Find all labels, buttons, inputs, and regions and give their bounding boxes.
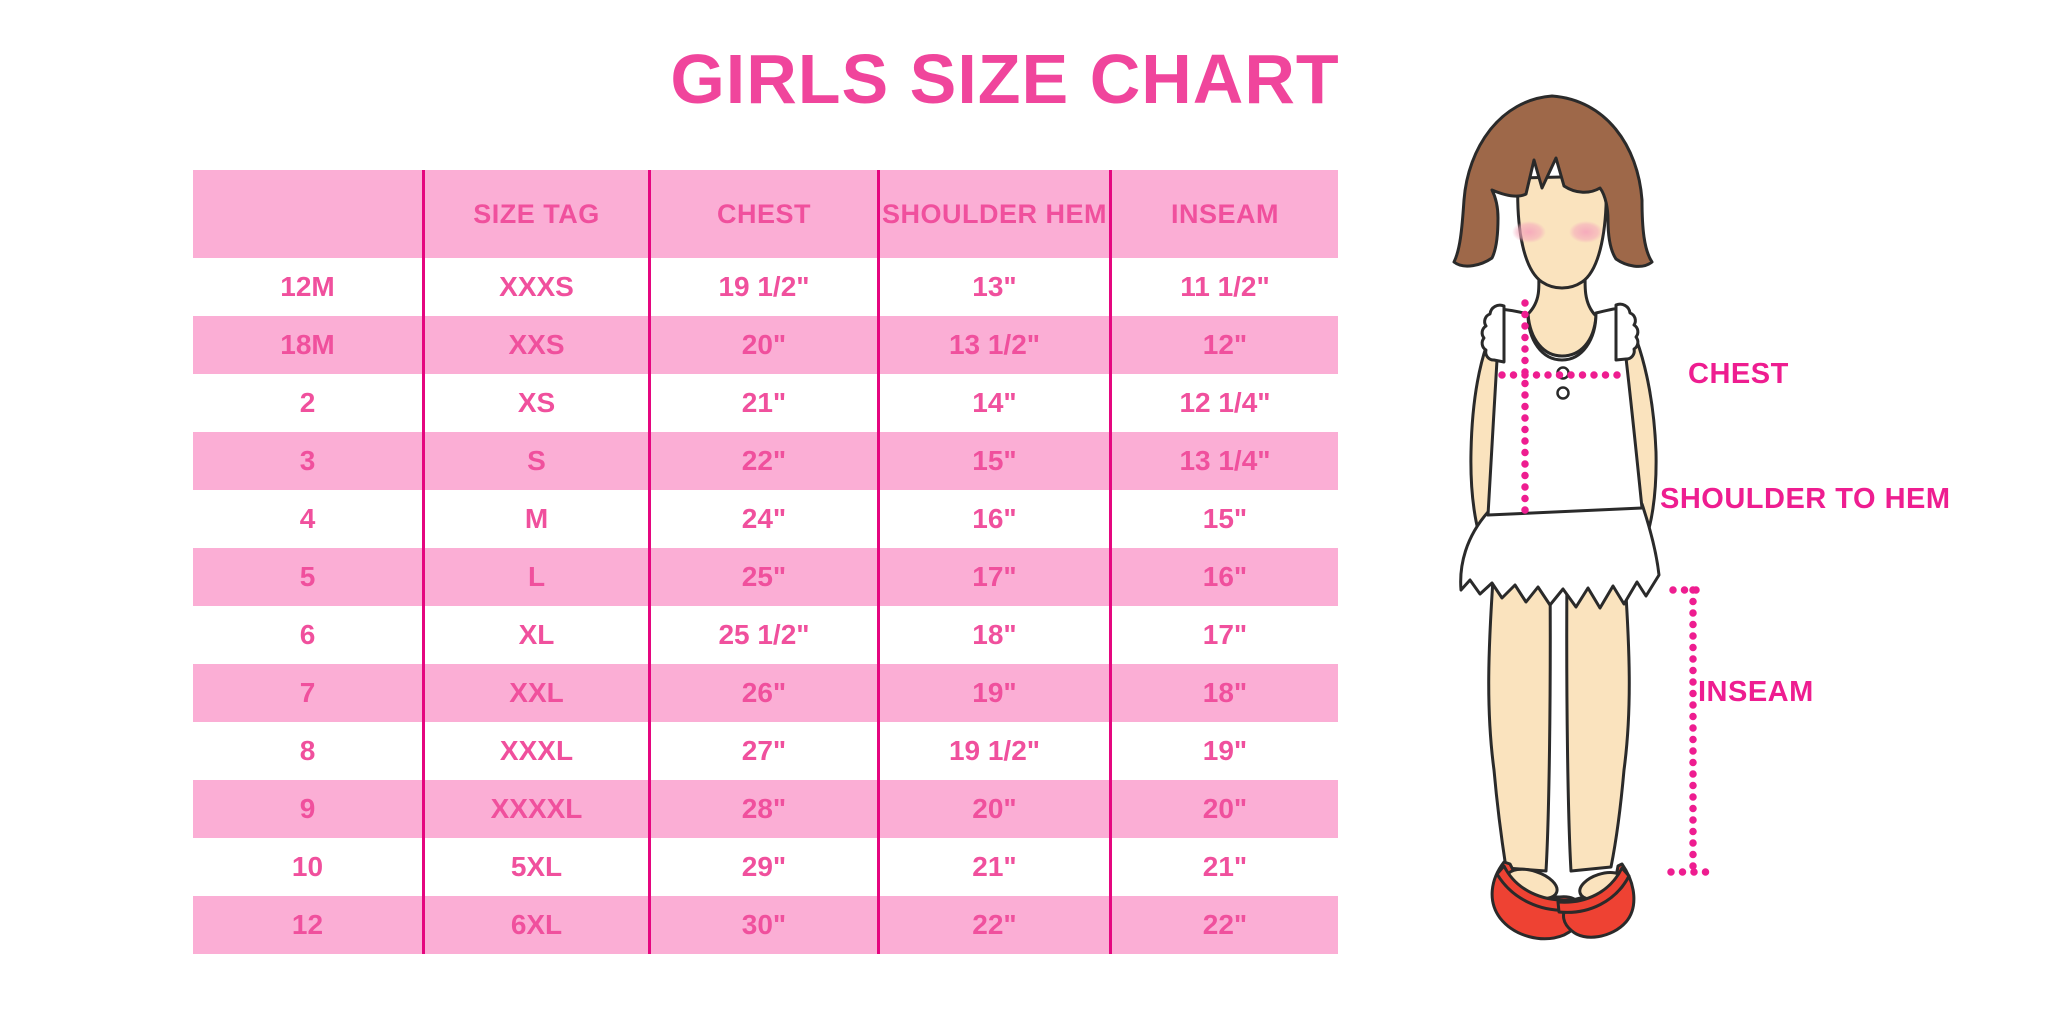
- table-row: 2 XS 21" 14" 12 1/4": [193, 374, 1338, 432]
- size-cell: 5: [193, 548, 424, 606]
- measurement-cell: 17": [1109, 606, 1338, 664]
- measurement-cell: 25": [648, 548, 879, 606]
- measurement-cell: 19": [1109, 722, 1338, 780]
- size-cell: 6: [193, 606, 424, 664]
- girl-left-shoulder-ruffle: [1480, 303, 1506, 364]
- girl-hair: [1452, 94, 1654, 268]
- girl-top-button-2: [1556, 386, 1570, 400]
- girl-right-cheek-blush: [1569, 221, 1603, 243]
- measurement-cell: 19 1/2": [877, 722, 1111, 780]
- size-chart-table-head: SIZE TAG CHEST SHOULDER HEM INSEAM: [193, 170, 1338, 258]
- inseam-label: INSEAM: [1698, 676, 1814, 708]
- girl-left-cheek-blush: [1512, 221, 1546, 243]
- table-row: 4 M 24" 16" 15": [193, 490, 1338, 548]
- size-cell: 12: [193, 896, 424, 954]
- column-header-empty: [193, 170, 424, 258]
- column-header: SIZE TAG: [422, 170, 650, 258]
- measurement-cell: 22": [877, 896, 1111, 954]
- measurement-cell: 22": [648, 432, 879, 490]
- measurement-cell: 6XL: [422, 896, 650, 954]
- measurement-cell: 12": [1109, 316, 1338, 374]
- size-cell: 12M: [193, 258, 424, 316]
- table-row: 6 XL 25 1/2" 18" 17": [193, 606, 1338, 664]
- girl-skirt: [1459, 502, 1661, 610]
- header-row: SIZE TAG CHEST SHOULDER HEM INSEAM: [193, 170, 1338, 258]
- size-chart-table-body: 12M XXXS 19 1/2" 13" 11 1/2" 18M XXS 20" 13 1/2"…: [193, 258, 1338, 954]
- measurement-cell: M: [422, 490, 650, 548]
- girl-figure-illustration: [1452, 94, 1713, 941]
- measurement-cell: 13 1/2": [877, 316, 1111, 374]
- size-cell: 18M: [193, 316, 424, 374]
- measurement-cell: 27": [648, 722, 879, 780]
- measurement-cell: 12 1/4": [1109, 374, 1338, 432]
- girl-left-leg: [1487, 563, 1552, 873]
- table-row: 8 XXXL 27" 19 1/2" 19": [193, 722, 1338, 780]
- girl-right-shoulder-ruffle: [1614, 302, 1640, 362]
- table-row: 12M XXXS 19 1/2" 13" 11 1/2": [193, 258, 1338, 316]
- table-row: 18M XXS 20" 13 1/2" 12": [193, 316, 1338, 374]
- measurement-cell: 26": [648, 664, 879, 722]
- measurement-cell: 19": [877, 664, 1111, 722]
- measurement-cell: 20": [648, 316, 879, 374]
- table-row: 5 L 25" 17" 16": [193, 548, 1338, 606]
- measurement-cell: 21": [877, 838, 1111, 896]
- inseam-measure-line: [1667, 586, 1713, 876]
- page-title: GIRLS SIZE CHART: [670, 40, 1340, 118]
- measurement-cell: 28": [648, 780, 879, 838]
- measurement-cell: 15": [1109, 490, 1338, 548]
- measurement-cell: 11 1/2": [1109, 258, 1338, 316]
- column-header: INSEAM: [1109, 170, 1338, 258]
- measurement-cell: 20": [877, 780, 1111, 838]
- measurement-cell: XXL: [422, 664, 650, 722]
- chest-label: CHEST: [1688, 358, 1789, 390]
- table-row: 10 5XL 29" 21" 21": [193, 838, 1338, 896]
- size-cell: 10: [193, 838, 424, 896]
- measurement-cell: 30": [648, 896, 879, 954]
- size-cell: 2: [193, 374, 424, 432]
- measurement-cell: 18": [1109, 664, 1338, 722]
- table-row: 9 XXXXL 28" 20" 20": [193, 780, 1338, 838]
- measurement-cell: XXXL: [422, 722, 650, 780]
- table-row: 7 XXL 26" 19" 18": [193, 664, 1338, 722]
- measurement-cell: 17": [877, 548, 1111, 606]
- measurement-cell: 18": [877, 606, 1111, 664]
- column-header: CHEST: [648, 170, 879, 258]
- girl-right-shoe: [1556, 862, 1636, 939]
- size-cell: 8: [193, 722, 424, 780]
- column-header: SHOULDER HEM: [877, 170, 1111, 258]
- measurement-cell: 16": [1109, 548, 1338, 606]
- measurement-cell: XXXXL: [422, 780, 650, 838]
- measurement-cell: XXXS: [422, 258, 650, 316]
- measurement-cell: 13 1/4": [1109, 432, 1338, 490]
- size-cell: 4: [193, 490, 424, 548]
- measurement-cell: S: [422, 432, 650, 490]
- measurement-cell: 25 1/2": [648, 606, 879, 664]
- size-cell: 9: [193, 780, 424, 838]
- measurement-cell: 5XL: [422, 838, 650, 896]
- table-row: 3 S 22" 15" 13 1/4": [193, 432, 1338, 490]
- measurement-cell: 21": [648, 374, 879, 432]
- measurement-cell: 24": [648, 490, 879, 548]
- girl-measurement-diagram: [1430, 60, 1970, 1010]
- measurement-cell: 22": [1109, 896, 1338, 954]
- measurement-cell: 13": [877, 258, 1111, 316]
- measurement-cell: XXS: [422, 316, 650, 374]
- shoulder-to-hem-label: SHOULDER TO HEM: [1660, 483, 1951, 515]
- measurement-cell: 16": [877, 490, 1111, 548]
- measurement-cell: XL: [422, 606, 650, 664]
- measurement-cell: 29": [648, 838, 879, 896]
- size-cell: 7: [193, 664, 424, 722]
- measurement-cell: XS: [422, 374, 650, 432]
- size-cell: 3: [193, 432, 424, 490]
- measurement-cell: 14": [877, 374, 1111, 432]
- table-row: 12 6XL 30" 22" 22": [193, 896, 1338, 954]
- size-chart-table: SIZE TAG CHEST SHOULDER HEM INSEAM 12M XXXS 1…: [193, 170, 1338, 954]
- girl-right-leg: [1565, 563, 1631, 873]
- measurement-cell: 21": [1109, 838, 1338, 896]
- measurement-cell: 20": [1109, 780, 1338, 838]
- measurement-cell: 19 1/2": [648, 258, 879, 316]
- measurement-cell: 15": [877, 432, 1111, 490]
- measurement-cell: L: [422, 548, 650, 606]
